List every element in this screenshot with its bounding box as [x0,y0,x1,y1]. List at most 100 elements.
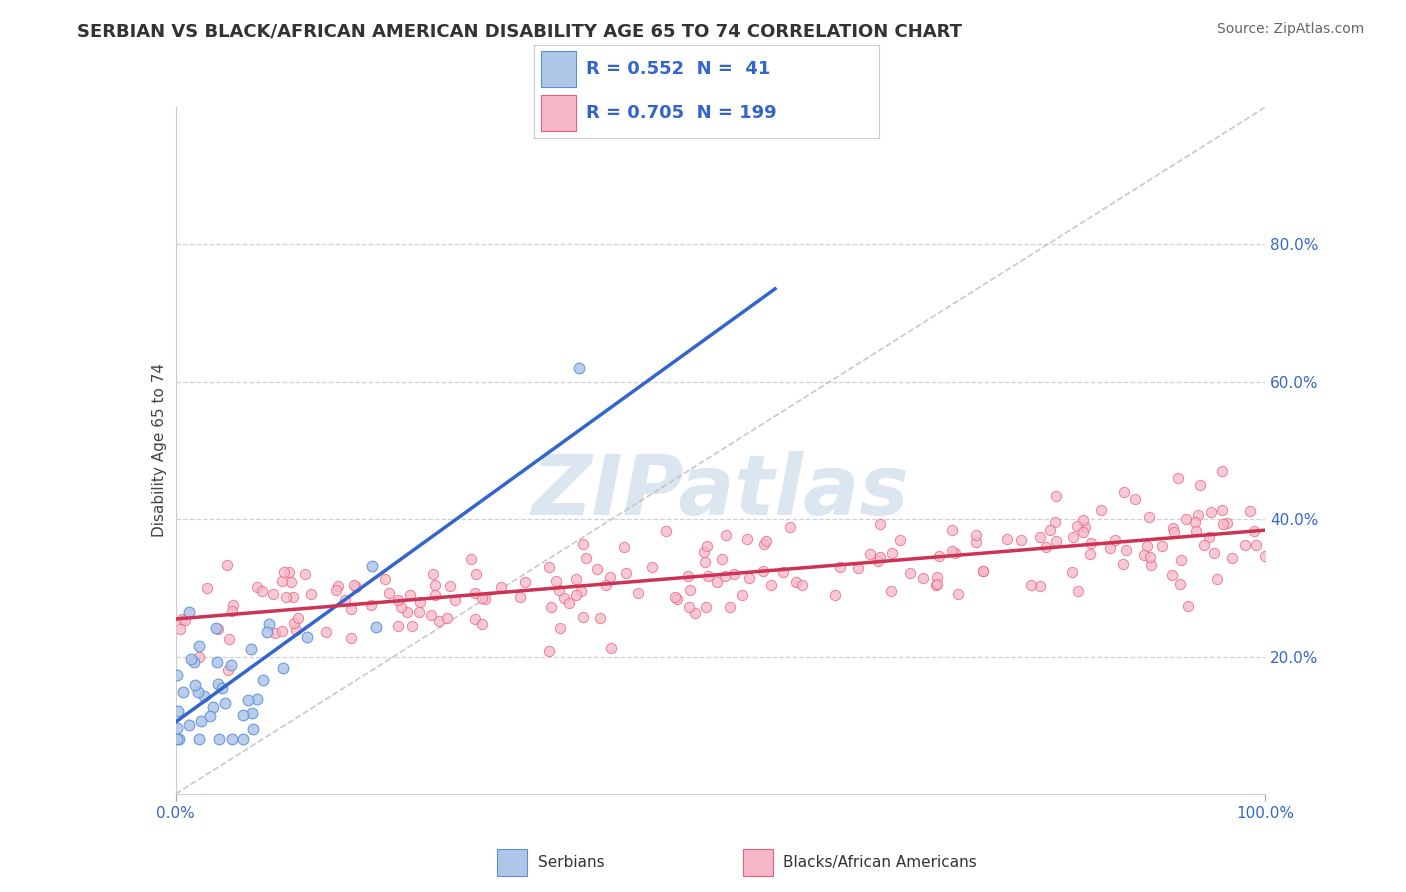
Point [1139,550,1161,565]
Point [401,618,423,632]
Point [846,561,869,575]
Text: Blacks/African Americans: Blacks/African Americans [783,855,977,870]
Point [1045,489,1067,503]
Point [419,607,441,622]
Point [284,623,307,637]
Bar [498,849,527,876]
Point [245,580,267,594]
Point [222,598,245,612]
Point [752,564,775,578]
Point [204,621,226,635]
Point [600,640,623,655]
Point [214,696,236,710]
Point [188,640,211,654]
Point [188,731,211,746]
Point [548,621,571,635]
Point [240,641,263,656]
Point [1043,516,1066,530]
Point [1136,539,1159,553]
Point [599,569,621,583]
Point [280,575,302,590]
Point [238,693,260,707]
Point [558,597,581,611]
Point [1019,577,1042,591]
Point [340,631,363,645]
Point [941,544,963,558]
Point [1078,547,1101,561]
Point [344,580,367,594]
Point [409,595,432,609]
Point [294,567,316,582]
Point [252,673,274,687]
Point [271,624,294,639]
Point [274,590,297,604]
Point [1104,533,1126,547]
Point [564,572,586,586]
Point [626,586,648,600]
Point [572,609,595,624]
Point [1029,579,1052,593]
Point [166,668,188,682]
Point [208,731,231,746]
Point [898,566,921,581]
Point [666,592,689,607]
Point [866,554,889,568]
Point [1112,484,1135,499]
Point [548,582,571,597]
Point [569,583,592,598]
Point [540,600,562,615]
Point [714,569,737,583]
Point [1028,530,1050,544]
Point [1211,503,1233,517]
Point [828,559,851,574]
Point [1010,533,1032,548]
Point [792,578,814,592]
Point [572,537,595,551]
Point [177,605,200,619]
Point [389,600,412,615]
Text: R = 0.705  N = 199: R = 0.705 N = 199 [586,104,776,122]
Point [489,580,512,594]
Point [972,564,994,578]
Point [221,604,243,618]
Point [211,681,233,696]
Point [1163,525,1185,540]
Point [180,652,202,666]
Point [257,616,280,631]
Point [759,578,782,592]
Point [193,690,215,704]
Point [1167,471,1189,485]
Text: R = 0.552  N =  41: R = 0.552 N = 41 [586,60,770,78]
Point [1150,540,1173,554]
Point [965,535,987,549]
Point [1175,512,1198,526]
Point [537,560,560,574]
Point [167,704,190,718]
Point [423,588,446,602]
Point [471,591,494,605]
Point [943,545,966,559]
Bar [541,51,575,87]
Point [706,575,728,590]
Point [946,587,969,601]
Point [436,611,458,625]
Point [1161,521,1184,535]
Point [965,528,987,542]
Point [184,678,207,692]
Point [262,587,284,601]
Point [568,361,591,376]
Point [1201,505,1223,519]
Point [221,731,243,746]
Point [232,708,254,723]
Point [1198,530,1220,544]
Point [205,656,228,670]
Point [219,657,242,672]
Point [360,598,382,612]
Point [546,574,568,588]
Point [1184,524,1206,538]
Point [1073,525,1095,540]
Point [925,577,948,591]
Point [328,579,350,593]
Point [252,583,274,598]
Text: Serbians: Serbians [537,855,605,870]
